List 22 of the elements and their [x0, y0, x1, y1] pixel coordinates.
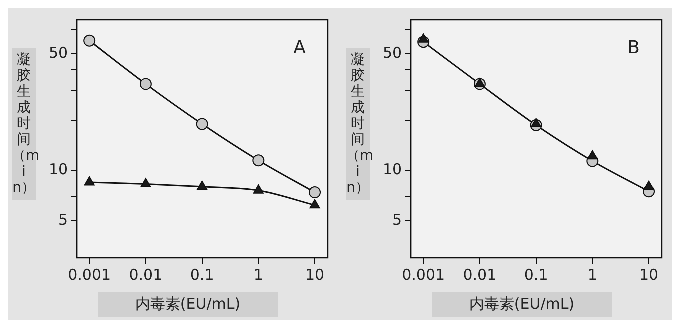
x-tick-label: 10: [305, 266, 325, 284]
text: 凝胶生成时间（min）: [12, 52, 40, 196]
text: 凝胶生成时间（min）: [346, 52, 374, 196]
x-axis-title: 内毒素(EU/mL): [432, 292, 612, 317]
x-tick-label: 0.001: [402, 266, 446, 284]
y-tick-label: 50: [382, 44, 402, 62]
x-axis-title: 内毒素(EU/mL): [98, 292, 278, 317]
x-tick-label: 0.01: [463, 266, 497, 284]
y-tick-label: 50: [48, 44, 68, 62]
annotation: A: [294, 38, 307, 59]
x-tick-label: 10: [639, 266, 659, 284]
y-tick-label: 10: [382, 160, 402, 179]
y-tick-label: 10: [48, 160, 68, 179]
annotation: B: [628, 38, 640, 59]
x-tick-label: 0.1: [524, 266, 548, 284]
x-tick-label: 1: [588, 266, 598, 284]
x-tick-label: 0.1: [190, 266, 214, 284]
y-tick-label: 5: [58, 210, 68, 229]
x-tick-label: 0.01: [129, 266, 163, 284]
x-tick-label: 1: [254, 266, 264, 284]
y-tick-label: 5: [392, 210, 402, 229]
x-tick-label: 0.001: [68, 266, 112, 284]
